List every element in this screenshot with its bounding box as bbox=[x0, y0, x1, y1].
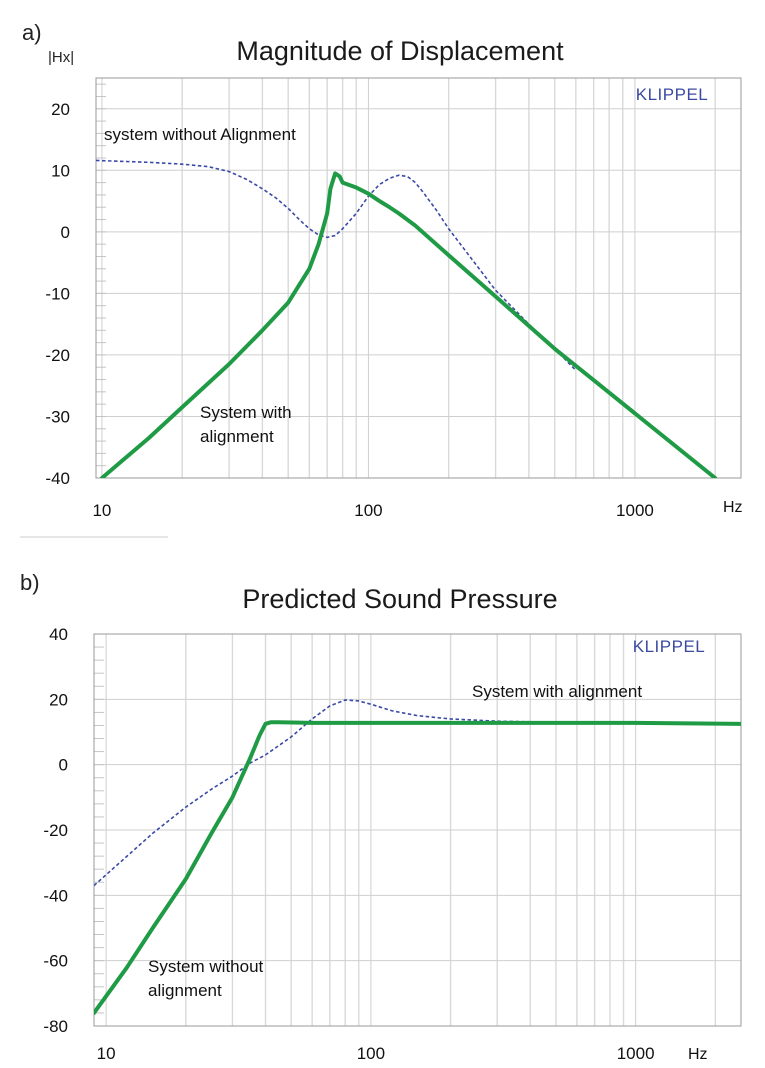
chart1-y-tick-label: 20 bbox=[49, 690, 68, 709]
chart0-x-tick-label: 100 bbox=[354, 501, 382, 520]
chart0-y-tick-label: -40 bbox=[45, 469, 70, 488]
chart0-series-dashed-line bbox=[96, 159, 577, 371]
chart0-x-tick-label: 1000 bbox=[616, 501, 654, 520]
chart0-x-axis-unit: Hz bbox=[723, 499, 743, 516]
chart1-series-label: alignment bbox=[148, 981, 222, 1000]
chart0-y-axis-label: |Hx| bbox=[48, 49, 74, 66]
chart1-series-solid-line bbox=[94, 720, 741, 1015]
chart1-series-dashed-line bbox=[94, 699, 741, 887]
chart1-y-tick-label: -20 bbox=[43, 821, 68, 840]
chart1-panel-label: b) bbox=[20, 570, 40, 595]
chart0-series-solid-line bbox=[99, 171, 718, 478]
chart1-x-tick-label: 1000 bbox=[617, 1044, 655, 1063]
chart0-y-tick-label: -20 bbox=[45, 346, 70, 365]
chart1-series-label: System without bbox=[148, 957, 264, 976]
chart0-plot-frame bbox=[95, 77, 742, 479]
chart1-x-axis-unit: Hz bbox=[688, 1046, 708, 1063]
chart0-y-tick-label: 20 bbox=[51, 100, 70, 119]
chart1-y-tick-label: -80 bbox=[43, 1017, 68, 1036]
chart0-title: Magnitude of Displacement bbox=[236, 36, 564, 66]
chart1-series-label: System with alignment bbox=[472, 682, 642, 701]
chart-panel-b: b) Predicted Sound Pressure 40 20 0 -20 -40 -60… bbox=[20, 570, 742, 1063]
chart0-series-label: System with bbox=[200, 403, 292, 422]
chart0-panel-label: a) bbox=[22, 20, 42, 45]
chart1-y-tick-label: -60 bbox=[43, 952, 68, 971]
chart-panel-a: a)Magnitude of Displacement|Hx|20100-10-… bbox=[22, 20, 743, 520]
chart0-brand-label: KLIPPEL bbox=[636, 85, 709, 104]
chart0-x-tick-label: 10 bbox=[92, 501, 111, 520]
chart0-series-label: system without Alignment bbox=[104, 125, 296, 144]
chart0-series-label: alignment bbox=[200, 427, 274, 446]
chart1-plot-frame bbox=[93, 633, 742, 1027]
chart1-y-tick-label: 40 bbox=[49, 625, 68, 644]
chart0-grid bbox=[96, 78, 741, 479]
chart1-brand-label: KLIPPEL bbox=[633, 637, 706, 656]
chart0-y-tick-label: 10 bbox=[51, 161, 70, 180]
chart1-title: Predicted Sound Pressure bbox=[242, 584, 557, 614]
chart0-y-tick-label: 0 bbox=[61, 223, 70, 242]
chart1-x-tick-label: 10 bbox=[97, 1044, 116, 1063]
chart0-y-tick-label: -30 bbox=[45, 407, 70, 426]
chart0-y-tick-label: -10 bbox=[45, 284, 70, 303]
chart1-y-tick-label: 0 bbox=[59, 756, 68, 775]
chart1-y-tick-label: -40 bbox=[43, 886, 68, 905]
chart1-x-tick-label: 100 bbox=[357, 1044, 385, 1063]
